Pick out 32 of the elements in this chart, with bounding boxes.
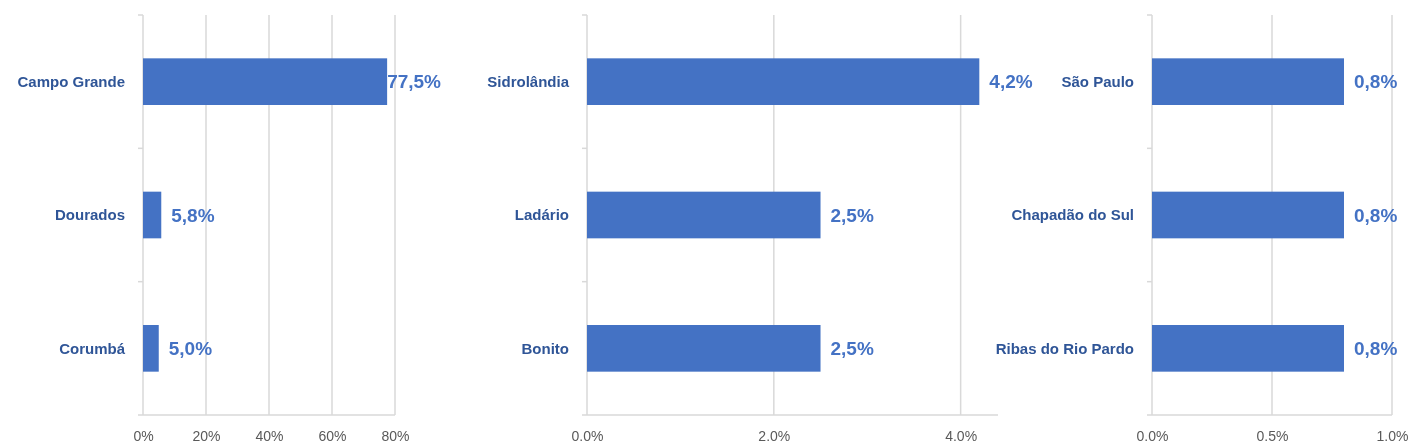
data-label: 0,8% bbox=[1354, 204, 1398, 226]
x-tick-label: 40% bbox=[255, 427, 284, 444]
x-tick-label: 20% bbox=[192, 427, 221, 444]
y-tick-label: Bonito bbox=[521, 339, 569, 357]
data-label: 2,5% bbox=[830, 337, 874, 359]
data-label: 0,8% bbox=[1354, 337, 1398, 359]
data-label: 4,2% bbox=[989, 71, 1033, 93]
x-tick-label: 0.0% bbox=[1136, 427, 1169, 444]
data-label: 77,5% bbox=[387, 71, 442, 93]
bar bbox=[143, 191, 162, 239]
y-tick-label: Ladário bbox=[514, 206, 569, 224]
data-label: 2,5% bbox=[830, 204, 874, 226]
y-tick-label: Chapadão do Sul bbox=[1011, 206, 1134, 224]
y-tick-label: Corumbá bbox=[59, 339, 126, 357]
bar bbox=[143, 58, 388, 105]
y-tick-label: Ribas do Rio Pardo bbox=[995, 339, 1134, 357]
x-tick-label: 0% bbox=[133, 427, 154, 444]
data-label: 5,8% bbox=[171, 204, 215, 226]
data-label: 0,8% bbox=[1354, 71, 1398, 93]
x-tick-label: 2.0% bbox=[758, 427, 791, 444]
y-tick-label: São Paulo bbox=[1061, 72, 1134, 90]
x-tick-label: 60% bbox=[318, 427, 347, 444]
x-tick-label: 0.5% bbox=[1256, 427, 1289, 444]
x-tick-label: 0.0% bbox=[571, 427, 604, 444]
y-tick-label: Dourados bbox=[54, 206, 125, 224]
x-tick-label: 4.0% bbox=[945, 427, 978, 444]
bar bbox=[143, 325, 159, 372]
data-label: 5,0% bbox=[168, 337, 213, 359]
x-tick-label: 1.0% bbox=[1376, 427, 1409, 444]
x-tick-label: 80% bbox=[381, 427, 410, 444]
y-tick-label: Campo Grande bbox=[17, 72, 125, 90]
y-tick-label: Sidrolândia bbox=[487, 72, 570, 90]
